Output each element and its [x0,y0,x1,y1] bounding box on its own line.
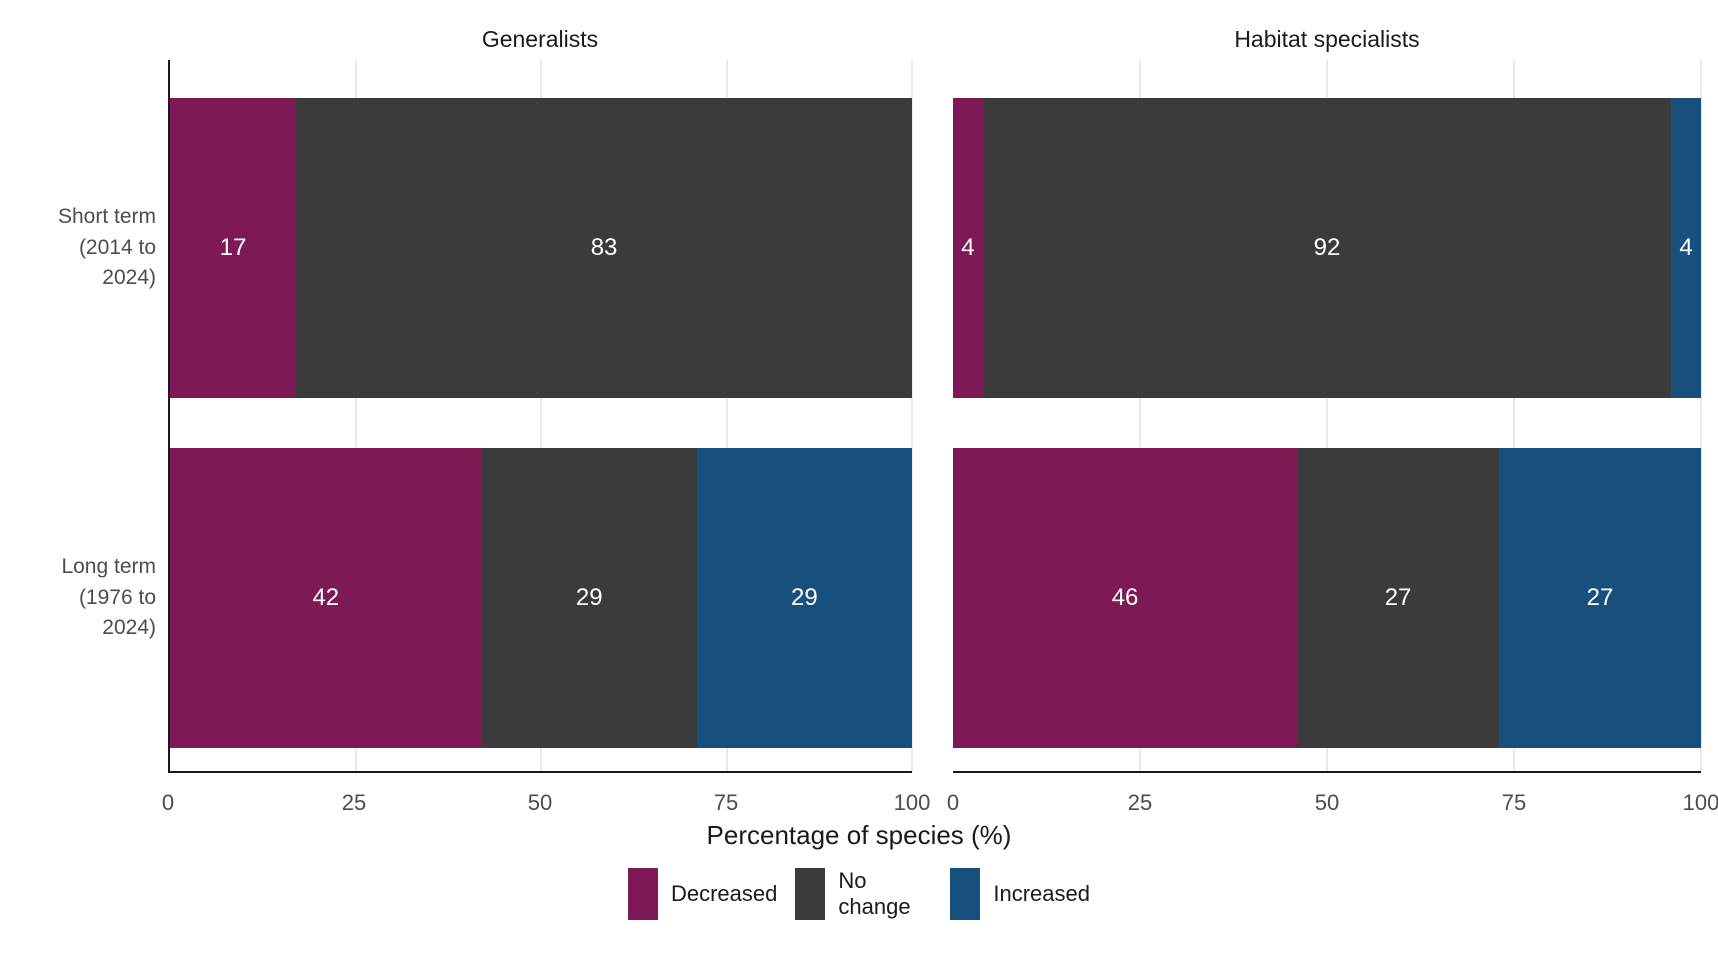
segment-value-label: 83 [590,234,618,261]
segment-value-label: 92 [1313,234,1341,261]
legend-label-decreased: Decreased [670,881,778,907]
legend-key-increased [950,868,981,921]
gridline [354,60,357,771]
segment-decreased: 46 [953,448,1298,748]
segment-increased: 27 [1499,448,1701,748]
segment-value-label: 29 [575,584,603,611]
x-axis-title: Percentage of species (%) [706,820,1012,850]
gridline [1326,60,1328,771]
x-axis-ticks-habitat-specialists: 0 25 50 75 100 [947,790,1718,820]
segment-value-label: 27 [1586,584,1614,611]
x-axis-tick-label: 25 [1127,790,1153,815]
segment-value-label: 46 [1111,584,1139,611]
x-axis-tick-label: 75 [713,790,739,815]
x-axis-tick-label: 25 [341,790,367,815]
segment-value-label: 4 [1679,234,1693,261]
legend-label-increased: Increased [993,881,1090,907]
segment-no-change: 29 [481,448,697,748]
segment-value-label: 42 [312,584,340,611]
bar-habitat-specialists-short-term: 4 92 4 [953,98,1701,398]
x-axis-tick-label: 50 [527,790,553,815]
segment-increased: 4 [1671,98,1701,398]
gridline [911,60,913,771]
facet-title-habitat-specialists: Habitat specialists [1234,26,1420,52]
bar-generalists-short-term: 17 83 [170,98,912,398]
legend-item-decreased: Decreased [627,868,778,921]
x-axis-tick-label: 100 [893,790,931,815]
x-axis-ticks-generalists: 0 25 50 75 100 [162,790,930,820]
gridline [725,60,728,771]
legend-key-decreased [627,868,658,921]
bar-habitat-specialists-long-term: 46 27 27 [953,448,1701,748]
legend-key-no-change [795,868,826,921]
legend-item-increased: Increased [950,868,1090,921]
segment-no-change: 83 [296,98,912,398]
segment-increased: 29 [696,448,912,748]
segment-value-label: 27 [1384,584,1412,611]
segment-value-label: 29 [791,584,818,611]
x-axis-tick-label: 75 [1501,790,1527,815]
legend: Decreased No change Increased [0,868,1718,921]
y-axis-label-short-term: Short term (2014 to 2024) [57,205,156,290]
legend-item-no-change: No change [795,868,932,921]
y-axis-label-long-term: Long term (1976 to 2024) [61,555,156,640]
gridline [1513,60,1515,771]
x-axis-tick-label: 50 [1314,790,1340,815]
x-axis-tick-label: 0 [161,790,175,815]
x-axis-tick-label: 0 [946,790,960,815]
segment-decreased: 4 [953,98,983,398]
bar-generalists-long-term: 42 29 29 [170,448,912,748]
segment-no-change: 27 [1297,448,1500,748]
segment-value-label: 4 [961,234,975,261]
segment-decreased: 17 [170,98,297,398]
panel-habitat-specialists: 4 92 4 46 27 27 [953,60,1702,773]
gridline [540,60,542,771]
segment-value-label: 17 [219,234,247,261]
facet-title-generalists: Generalists [481,26,599,52]
panel-generalists: 17 83 42 29 29 [168,60,913,773]
segment-no-change: 92 [982,98,1672,398]
x-axis-tick-label: 100 [1682,790,1718,815]
legend-label-no-change: No change [838,868,911,920]
gridline [1139,60,1141,771]
segment-decreased: 42 [170,448,482,748]
gridline [1700,60,1702,771]
